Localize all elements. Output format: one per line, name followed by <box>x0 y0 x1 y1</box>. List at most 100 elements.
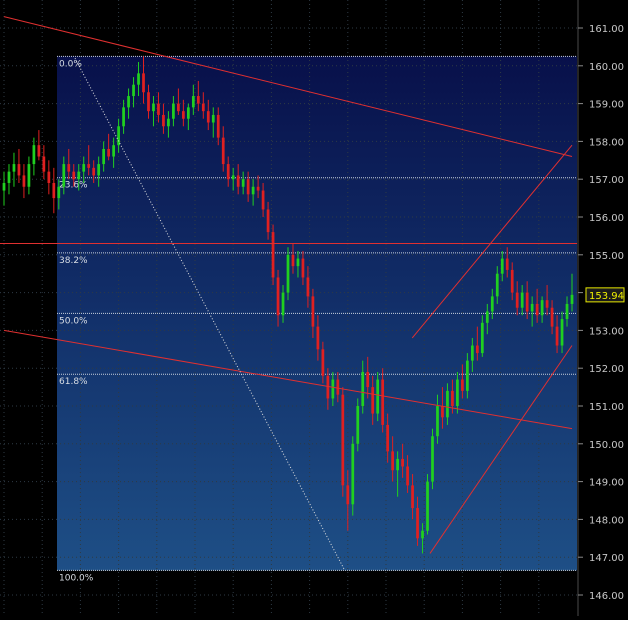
candle-body <box>37 145 41 157</box>
candle <box>231 167 235 191</box>
candle-body <box>451 390 454 406</box>
candle <box>535 288 539 323</box>
candle <box>391 436 395 482</box>
candle-body <box>520 292 524 308</box>
candle <box>505 247 509 278</box>
candle-body <box>7 171 11 183</box>
candle-body <box>545 300 549 308</box>
candle-body <box>201 103 205 112</box>
candle <box>261 182 265 217</box>
price-tick-label: 147.00 <box>589 553 624 564</box>
fib-level-label: 100.0% <box>59 573 94 583</box>
candle <box>12 152 16 187</box>
candle-body <box>127 96 130 108</box>
candle <box>191 84 195 115</box>
candle <box>137 62 140 97</box>
candle-body <box>271 232 275 278</box>
candle <box>560 311 564 354</box>
candle <box>311 288 315 338</box>
candle <box>326 368 330 410</box>
candle <box>351 436 355 516</box>
candle-body <box>276 277 280 316</box>
candle-body <box>92 167 96 176</box>
candle <box>465 353 469 399</box>
price-tick-label: 155.00 <box>589 251 624 262</box>
candle <box>221 126 225 172</box>
candle-body <box>396 458 399 471</box>
candle <box>172 96 175 127</box>
candle <box>550 300 554 335</box>
candle <box>301 251 305 286</box>
candle <box>480 315 484 357</box>
candle-body <box>535 303 539 316</box>
trendline-upper-downtrend <box>3 16 573 158</box>
candle-body <box>226 164 230 180</box>
candle <box>490 288 494 320</box>
candle-body <box>57 186 61 199</box>
trendline-channel-lower <box>429 345 573 554</box>
candle-body <box>510 269 514 293</box>
candle-body <box>142 73 145 93</box>
candle <box>216 107 220 146</box>
candle-body <box>346 485 350 505</box>
candle-body <box>261 190 265 210</box>
candle <box>271 224 275 286</box>
candle <box>112 137 115 168</box>
candle-body <box>216 114 220 138</box>
candle-body <box>416 508 419 539</box>
price-tick-label: 161.00 <box>589 24 624 35</box>
candle <box>196 80 200 112</box>
candle <box>346 470 350 531</box>
candle <box>27 156 31 195</box>
candle <box>411 474 414 520</box>
candle-body <box>446 390 449 418</box>
candle-body <box>181 111 185 119</box>
candle <box>181 99 185 127</box>
candle <box>236 164 240 195</box>
candle <box>386 413 390 463</box>
price-tick-label: 150.00 <box>589 440 624 451</box>
candle-body <box>147 92 150 112</box>
candle-body <box>137 73 140 85</box>
candle <box>500 251 504 282</box>
candle-body <box>500 258 504 274</box>
price-tick-label: 149.00 <box>589 478 624 489</box>
candle-body <box>530 303 534 312</box>
candle-body <box>456 379 459 406</box>
candle <box>82 156 86 183</box>
candle <box>42 145 46 180</box>
candle-body <box>366 371 370 388</box>
candle <box>446 383 449 425</box>
candle-body <box>256 186 260 191</box>
candle <box>416 496 419 546</box>
price-tick-label: 151.00 <box>589 402 624 413</box>
candle-body <box>406 466 409 486</box>
candle <box>266 201 270 240</box>
candle <box>441 387 444 429</box>
candle <box>87 145 91 176</box>
candle-body <box>475 345 479 354</box>
candle-body <box>505 258 509 270</box>
candle-body <box>490 296 494 312</box>
candle <box>77 164 81 191</box>
candle-body <box>391 451 395 471</box>
candle-body <box>291 254 295 267</box>
candle <box>461 364 464 399</box>
candle <box>545 285 549 316</box>
candle <box>406 455 409 493</box>
candle-body <box>371 387 375 414</box>
candle-body <box>426 481 429 531</box>
candle-body <box>495 273 499 297</box>
candle <box>331 371 335 406</box>
candle <box>147 84 150 119</box>
candle-body <box>177 103 180 112</box>
candle-body <box>296 258 300 267</box>
candle <box>117 118 120 153</box>
candle-body <box>52 182 56 199</box>
candle-body <box>42 156 46 172</box>
candle <box>381 368 385 433</box>
candle-body <box>196 96 200 104</box>
candle <box>7 164 11 195</box>
